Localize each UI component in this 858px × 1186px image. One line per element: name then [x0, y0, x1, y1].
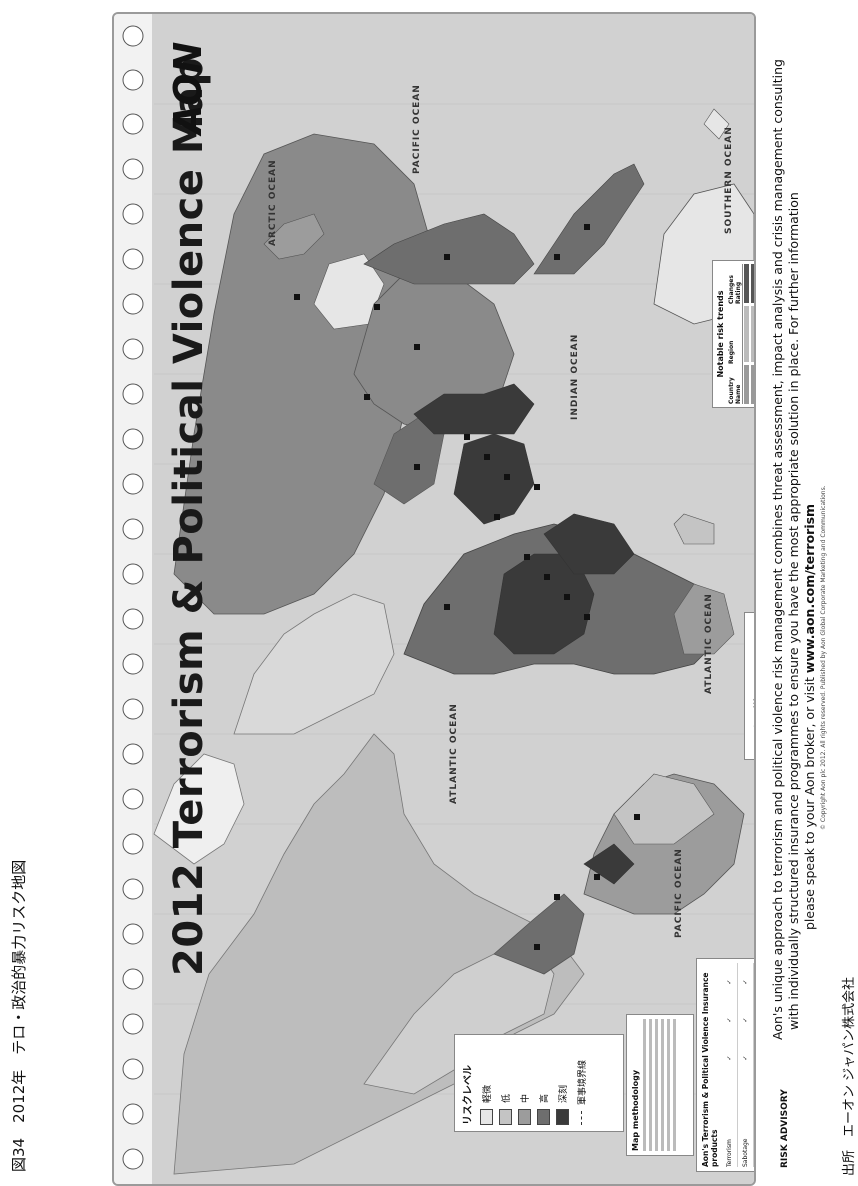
legend-label: 軽微 [483, 1084, 493, 1103]
ocean-label-pacific-north: PACIFIC OCEAN [412, 84, 422, 174]
insurance-products-table: Aon's Terrorism & Political Violence Ins… [696, 958, 756, 1172]
legend-label: 深刻 [559, 1084, 569, 1103]
ocean-label-pacific-south: PACIFIC OCEAN [674, 848, 684, 938]
madagascar [673, 513, 715, 545]
table-row: Sabotage ✓ ✓ ✓ [738, 963, 754, 1167]
brazil [613, 773, 715, 845]
map-methodology: Map methodology [626, 1014, 694, 1156]
risk-trends-rows [744, 264, 754, 404]
risk-trends-table: Notable risk trends Country Name Region … [712, 260, 754, 408]
timezone-clocks [122, 25, 144, 1170]
footer-line-3-text: please speak to your Aon broker, or visi… [802, 673, 817, 930]
central-africa [543, 513, 635, 575]
footer-line-2: with individually structured insurance p… [786, 192, 801, 1030]
swatch [518, 1109, 531, 1125]
mark-legend: マークの説明 ✸ テロおよび妨害行為 ✊ ストライキ、騒動、騒乱 および悪意ある… [744, 612, 756, 760]
table-row: Terrorism ✓ ✓ ✓ [722, 963, 738, 1167]
footer-url-link[interactable]: www.aon.com/terrorism [802, 503, 817, 674]
ocean-label-atlantic-north: ATLANTIC OCEAN [449, 703, 459, 804]
mongolia [313, 253, 385, 330]
colombia [583, 843, 635, 885]
indonesia [533, 163, 645, 275]
legend-row-medium: 中 [515, 1041, 534, 1125]
table-row: Strikes, Riots and Civil Commotion✓✓✓ [754, 963, 756, 1167]
legend-label: 軍事境界線 [578, 1059, 588, 1105]
swatch [537, 1109, 550, 1125]
swatch [499, 1109, 512, 1125]
swatch [556, 1109, 569, 1125]
south-africa [673, 583, 735, 655]
mexico [493, 893, 585, 975]
footer-line-3: please speak to your Aon broker, or visi… [802, 504, 817, 930]
ocean-label-southern: SOUTHERN OCEAN [724, 126, 734, 234]
footer-line-1: Aon's unique approach to terrorism and p… [770, 59, 785, 1040]
world-map [114, 14, 754, 1184]
legend-row-border: 軍事境界線 [572, 1041, 591, 1125]
border-line-icon [581, 1111, 582, 1125]
south-east-asia [363, 213, 535, 285]
legend-label: 低 [502, 1093, 512, 1103]
source-caption: 出所 エーオン ジャパン株式会社 [842, 976, 857, 1176]
risk-trends-header: Country Name Region Changes Rating [728, 264, 743, 404]
usa [363, 943, 555, 1095]
greenland [153, 753, 245, 865]
figure-caption: 図34 2012年 テロ・政治的暴力リスク地図 [10, 859, 28, 1172]
ocean-label-arctic: ARCTIC OCEAN [268, 159, 278, 246]
ocean-label-atlantic-south: ATLANTIC OCEAN [704, 593, 714, 694]
mark-legend-title: マークの説明 [753, 687, 756, 753]
india [413, 383, 535, 435]
middle-east [453, 433, 535, 525]
risk-markers [294, 224, 640, 950]
swatch [480, 1109, 493, 1125]
products-title: Aon's Terrorism & Political Violence Ins… [701, 972, 719, 1167]
legend-row-minimal: 軽微 [477, 1041, 496, 1125]
aon-logo: AON [166, 41, 210, 134]
risk-level-legend: リスクレベル 軽微 低 中 高 深刻 軍事 [454, 1034, 624, 1132]
legend-row-low: 低 [496, 1041, 515, 1125]
new-zealand [703, 108, 730, 140]
risk-advisory-logo: RISK ADVISORY [780, 1089, 790, 1168]
header-changes: Changes Rating [728, 275, 742, 304]
legend-row-severe: 深刻 [553, 1041, 572, 1125]
europe [233, 593, 395, 735]
north-africa-core [493, 553, 595, 655]
japan [263, 213, 325, 260]
legend-row-high: 高 [534, 1041, 553, 1125]
ocean-label-indian: INDIAN OCEAN [570, 333, 580, 420]
legend-label: 中 [521, 1093, 531, 1103]
header-country: Country Name [728, 377, 742, 404]
map-poster: 2012 Terrorism & Political Violence Map … [112, 12, 756, 1186]
header-region: Region [728, 340, 735, 364]
risk-trends-title: Notable risk trends [716, 290, 725, 378]
legend-label: 高 [540, 1093, 550, 1103]
methodology-text [643, 1019, 676, 1151]
legend-title: リスクレベル [463, 1065, 474, 1125]
footer-copyright: © Copyright Aon plc 2012. All rights res… [820, 485, 827, 830]
methodology-title: Map methodology [631, 1069, 640, 1151]
map-title: 2012 Terrorism & Political Violence Map [166, 57, 212, 976]
